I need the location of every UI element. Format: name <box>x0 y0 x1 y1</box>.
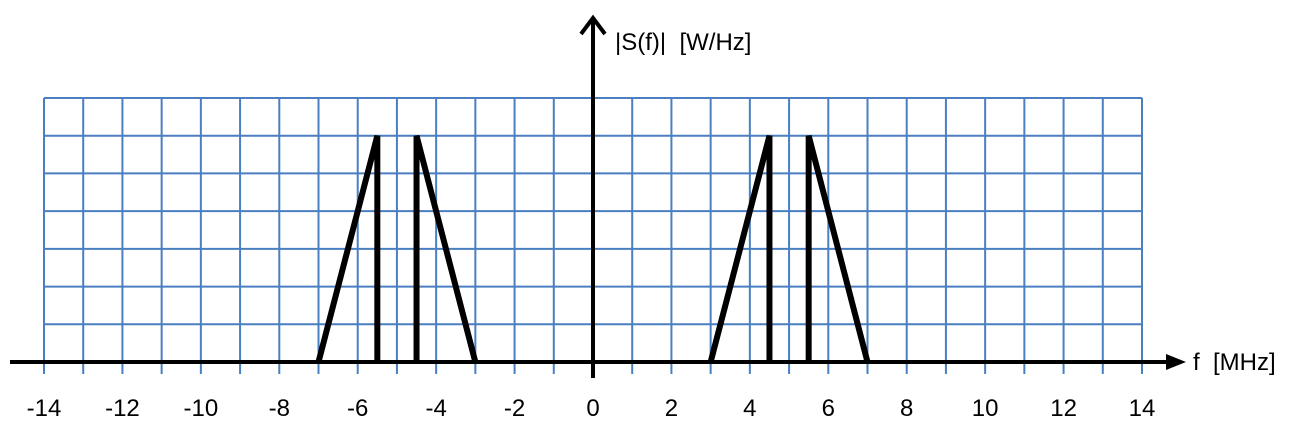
x-tick-labels: -14 -12 -10 -8 -6 -4 -2 0 2 4 6 8 10 12 14 <box>27 395 1156 422</box>
x-tick-label: 0 <box>586 395 599 422</box>
x-tick-label: 4 <box>743 395 756 422</box>
spectrum-component-1 <box>315 134 381 363</box>
x-axis-label: f [MHz] <box>1193 349 1276 376</box>
x-tick-label: -14 <box>27 395 62 422</box>
axes <box>10 14 1186 378</box>
spectrum-component-2 <box>413 134 479 363</box>
x-tick-label: 12 <box>1050 395 1077 422</box>
x-tick-label: -10 <box>184 395 219 422</box>
x-tick-label: 2 <box>665 395 678 422</box>
x-tick-label: 10 <box>972 395 999 422</box>
spectrum-component-3 <box>707 134 773 363</box>
x-tick-label: -4 <box>425 395 446 422</box>
x-tick-label: 8 <box>900 395 913 422</box>
x-tick-label: -2 <box>504 395 525 422</box>
x-tick-label: 14 <box>1129 395 1156 422</box>
x-tick-label: -6 <box>347 395 368 422</box>
x-axis-arrow-icon <box>1166 354 1186 370</box>
x-tick-label: 6 <box>822 395 835 422</box>
x-tick-label: -12 <box>105 395 140 422</box>
x-tick-label: -8 <box>269 395 290 422</box>
y-axis-arrow-icon <box>579 14 607 36</box>
y-axis-label: |S(f)| [W/Hz] <box>615 29 751 56</box>
series <box>315 134 871 363</box>
spectrum-component-4 <box>805 134 871 363</box>
